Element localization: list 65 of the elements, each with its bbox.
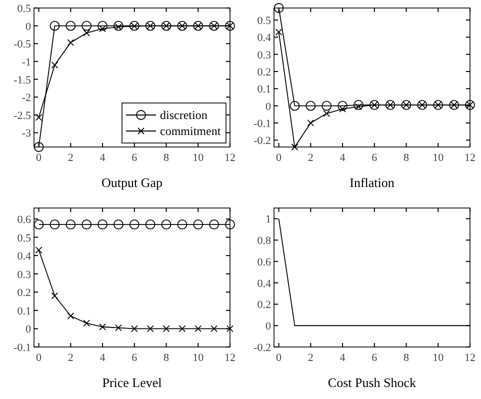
x-axis-title: Cost Push Shock [328,375,417,390]
y-tick-label: -0.2 [254,135,271,148]
y-tick-label: 0.2 [257,299,271,312]
legend-label: commitment [160,124,222,138]
x-tick-label: 0 [36,152,42,164]
x-tick-label: 2 [308,152,314,164]
x-tick-label: 8 [404,352,410,364]
legend-label: discretion [160,108,208,122]
x-tick-label: 6 [132,152,138,164]
x-tick-label: 0 [276,152,282,164]
x-tick-label: 10 [192,352,204,364]
y-tick-label: 0 [26,324,32,336]
x-tick-label: 2 [68,152,74,164]
x-tick-label: 10 [432,152,444,164]
y-tick-label: 0.5 [257,15,272,28]
y-tick-label: 0.4 [17,250,32,263]
y-tick-label: 0.3 [17,268,32,281]
x-tick-label: 4 [100,152,106,164]
y-tick-label: -0.1 [14,342,31,354]
x-axis-title: Inflation [350,175,395,190]
x-tick-label: 4 [100,352,106,364]
y-tick-label: 0.5 [17,3,32,15]
y-tick-label: -2.5 [14,110,32,122]
y-tick-label: -0.1 [254,118,271,130]
y-tick-label: 0.6 [257,256,272,268]
y-tick-label: -3 [22,128,32,140]
y-tick-label: 0.3 [257,49,272,62]
y-tick-label: 0.2 [257,66,271,78]
x-tick-label: 12 [224,152,236,164]
y-tick-label: 0.6 [17,214,32,226]
x-tick-label: 10 [192,152,204,164]
y-tick-label: 0 [26,20,32,33]
x-tick-label: 6 [132,352,138,364]
x-tick-label: 8 [404,152,410,164]
x-tick-label: 2 [68,352,74,364]
x-tick-label: 12 [464,152,476,164]
x-tick-label: 10 [432,352,444,364]
x-tick-label: 8 [164,152,170,164]
y-tick-label: -1.5 [14,74,32,86]
x-tick-label: 4 [340,352,346,364]
x-tick-label: 0 [36,352,42,364]
y-tick-label: -0.5 [14,38,32,51]
x-tick-label: 2 [308,352,314,364]
y-tick-label: 0 [266,100,272,113]
y-tick-label: 0 [266,320,272,333]
y-tick-label: 1 [266,214,271,226]
x-tick-label: 12 [224,352,236,364]
y-tick-label: 0.4 [257,32,272,44]
x-axis-title: Output Gap [101,175,163,190]
x-tick-label: 4 [340,152,346,164]
x-tick-label: 8 [164,352,170,364]
y-tick-label: 0.5 [17,232,32,244]
x-tick-label: 0 [276,352,282,364]
y-tick-label: 0.4 [257,278,272,290]
y-tick-label: 0.2 [17,287,31,300]
y-tick-label: 0.1 [257,84,271,96]
x-tick-label: 6 [372,352,378,364]
y-tick-label: -2 [22,92,31,104]
y-tick-label: 0.8 [257,235,272,248]
x-tick-label: 6 [372,152,378,164]
x-tick-label: 12 [464,352,476,364]
x-axis-title: Price Level [102,375,162,390]
y-tick-label: -1 [22,56,31,68]
y-tick-label: -0.2 [254,342,271,354]
y-tick-label: 0.1 [17,305,31,318]
